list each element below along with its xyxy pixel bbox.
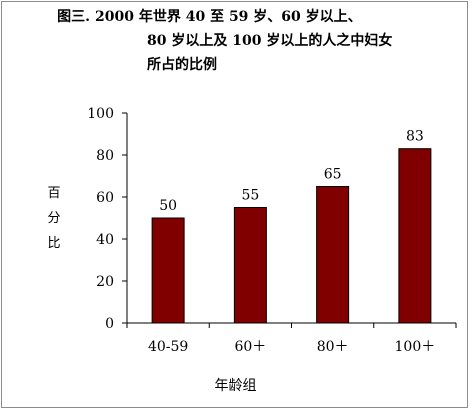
y-tick-label-4: 80	[96, 148, 114, 164]
value-label-2: 65	[324, 167, 342, 183]
y-tick-label-0: 0	[105, 316, 114, 332]
value-label-0: 50	[159, 198, 177, 214]
y-axis-label-char-1: 分	[47, 211, 61, 226]
category-label-1: 60＋	[234, 339, 266, 355]
bar-100＋	[398, 148, 432, 324]
value-label-1: 55	[241, 188, 259, 204]
category-label-2: 80＋	[317, 339, 349, 355]
y-axis-label-char-0: 百	[47, 186, 61, 201]
title-line-2: 80 岁以上及 100 岁以上的人之中妇女	[147, 33, 393, 49]
bar-60＋	[233, 207, 267, 324]
bar-40-59	[151, 217, 185, 324]
y-axis-label: 百分比	[44, 181, 64, 256]
y-axis-label-char-2: 比	[47, 236, 61, 251]
title-line-3: 所占的比例	[147, 57, 217, 73]
y-tick-label-2: 40	[96, 232, 114, 248]
figure-label: 图三.	[57, 9, 90, 25]
y-tick-label-3: 60	[96, 190, 114, 206]
x-axis-label: 年龄组	[214, 378, 257, 394]
value-label-3: 83	[406, 129, 424, 145]
y-tick-label-1: 20	[96, 274, 114, 290]
category-label-0: 40-59	[148, 339, 188, 355]
y-tick-label-5: 100	[87, 106, 114, 122]
category-label-3: 100＋	[395, 339, 436, 355]
bar-80＋	[316, 186, 350, 324]
title-line-1: 2000 年世界 40 至 59 岁、60 岁以上、	[95, 9, 362, 25]
